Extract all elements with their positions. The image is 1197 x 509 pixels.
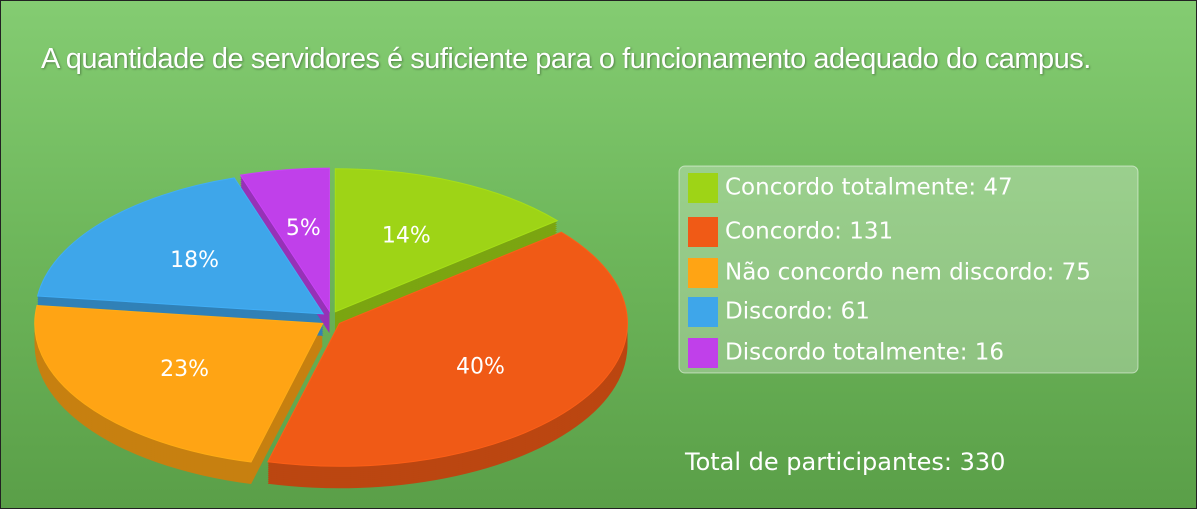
slice-label: 14% — [382, 224, 431, 249]
slice — [36, 177, 325, 315]
pie-tops — [34, 167, 628, 467]
annotation: Total de participantes: 330 — [684, 448, 1005, 476]
slice-label: 5% — [286, 216, 321, 241]
chart-title: A quantidade de servidores é suficiente … — [41, 43, 1091, 75]
legend-swatch — [688, 297, 718, 327]
slice — [334, 168, 559, 313]
legend-swatch — [688, 173, 718, 203]
legend-entry: Não concordo nem discordo: 75 — [725, 260, 1091, 286]
legend-swatch — [688, 258, 718, 288]
slice — [34, 305, 324, 463]
legend-box — [678, 165, 1139, 374]
slice-label: 23% — [160, 357, 209, 382]
slice — [239, 167, 330, 313]
slice-label: 18% — [170, 248, 219, 273]
slice-label: 40% — [456, 355, 505, 380]
legend-entry: Concordo: 131 — [725, 219, 893, 245]
legend-entry: Concordo totalmente: 47 — [725, 175, 1013, 201]
legend-swatch — [688, 217, 718, 247]
slice — [267, 231, 628, 467]
legend-entry: Discordo totalmente: 16 — [725, 340, 1004, 366]
legend-entry: Discordo: 61 — [725, 299, 870, 325]
legend-swatch — [688, 338, 718, 368]
